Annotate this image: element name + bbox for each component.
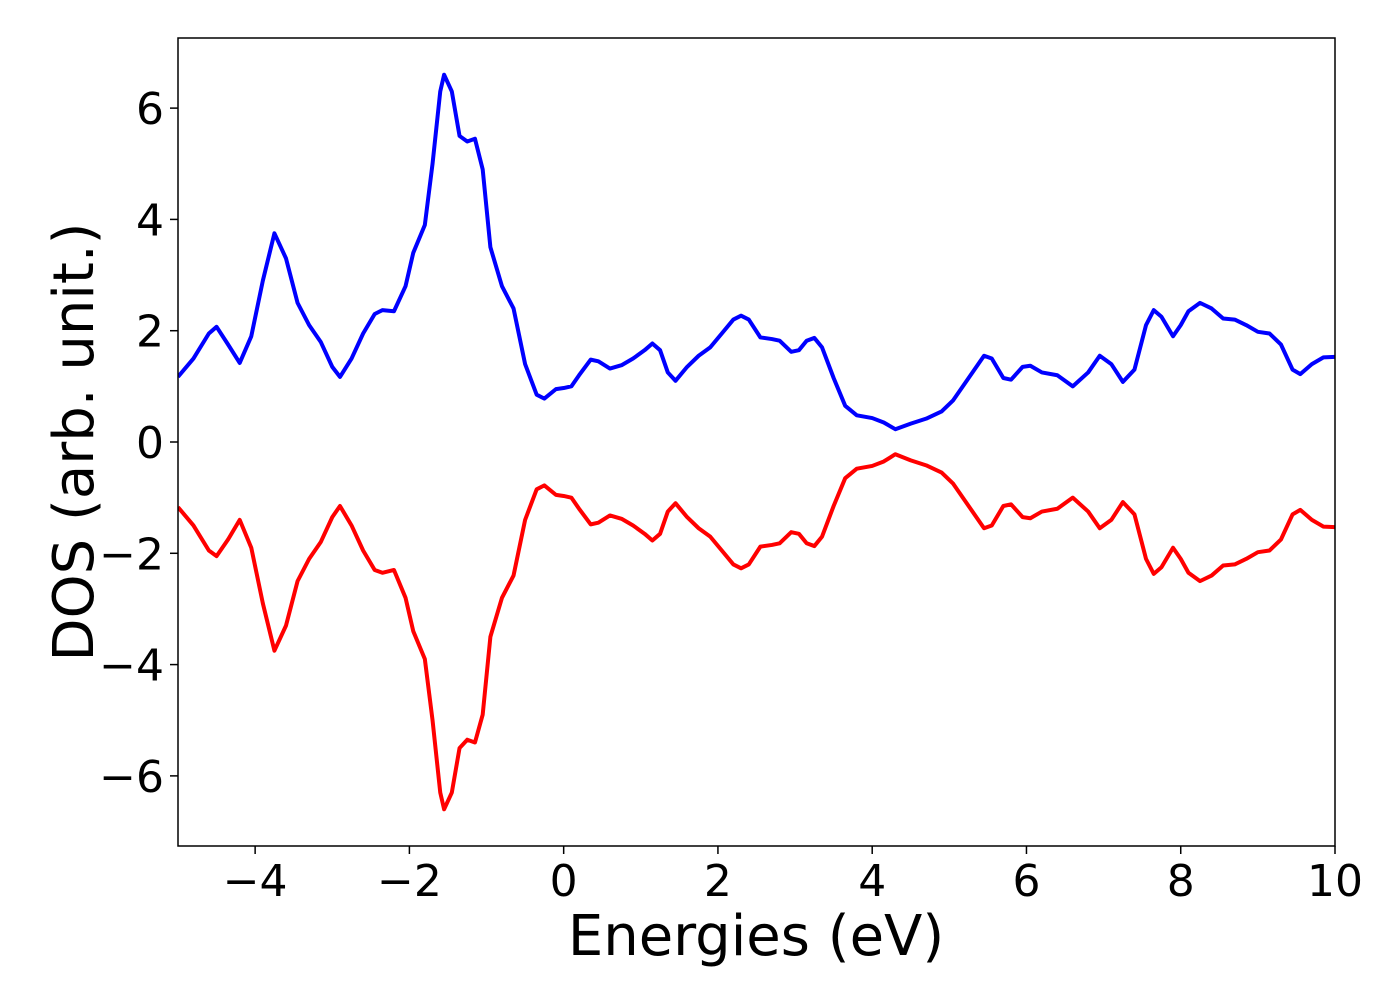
x-tick-label: 0 [550, 856, 578, 907]
y-tick-label: −4 [99, 641, 164, 692]
x-tick-label: 10 [1307, 856, 1363, 907]
x-tick-label: 8 [1167, 856, 1195, 907]
y-tick-label: −2 [99, 529, 164, 580]
y-tick-label: 0 [136, 418, 164, 469]
x-axis-label: Energies (eV) [568, 904, 944, 969]
y-tick-label: 6 [136, 84, 164, 135]
x-tick-label: 2 [704, 856, 732, 907]
x-tick-label: −2 [377, 856, 442, 907]
plot-frame [177, 37, 1336, 847]
y-tick-label: −6 [99, 752, 164, 803]
data-line [178, 72, 1335, 432]
y-axis-label: DOS (arb. unit.) [42, 222, 107, 661]
data-line [178, 452, 1335, 812]
x-tick-label: 4 [858, 856, 886, 907]
x-tick-label: −4 [223, 856, 288, 907]
y-tick-label: 4 [136, 195, 164, 246]
x-tick-label: 6 [1012, 856, 1040, 907]
y-tick-label: 2 [136, 307, 164, 358]
